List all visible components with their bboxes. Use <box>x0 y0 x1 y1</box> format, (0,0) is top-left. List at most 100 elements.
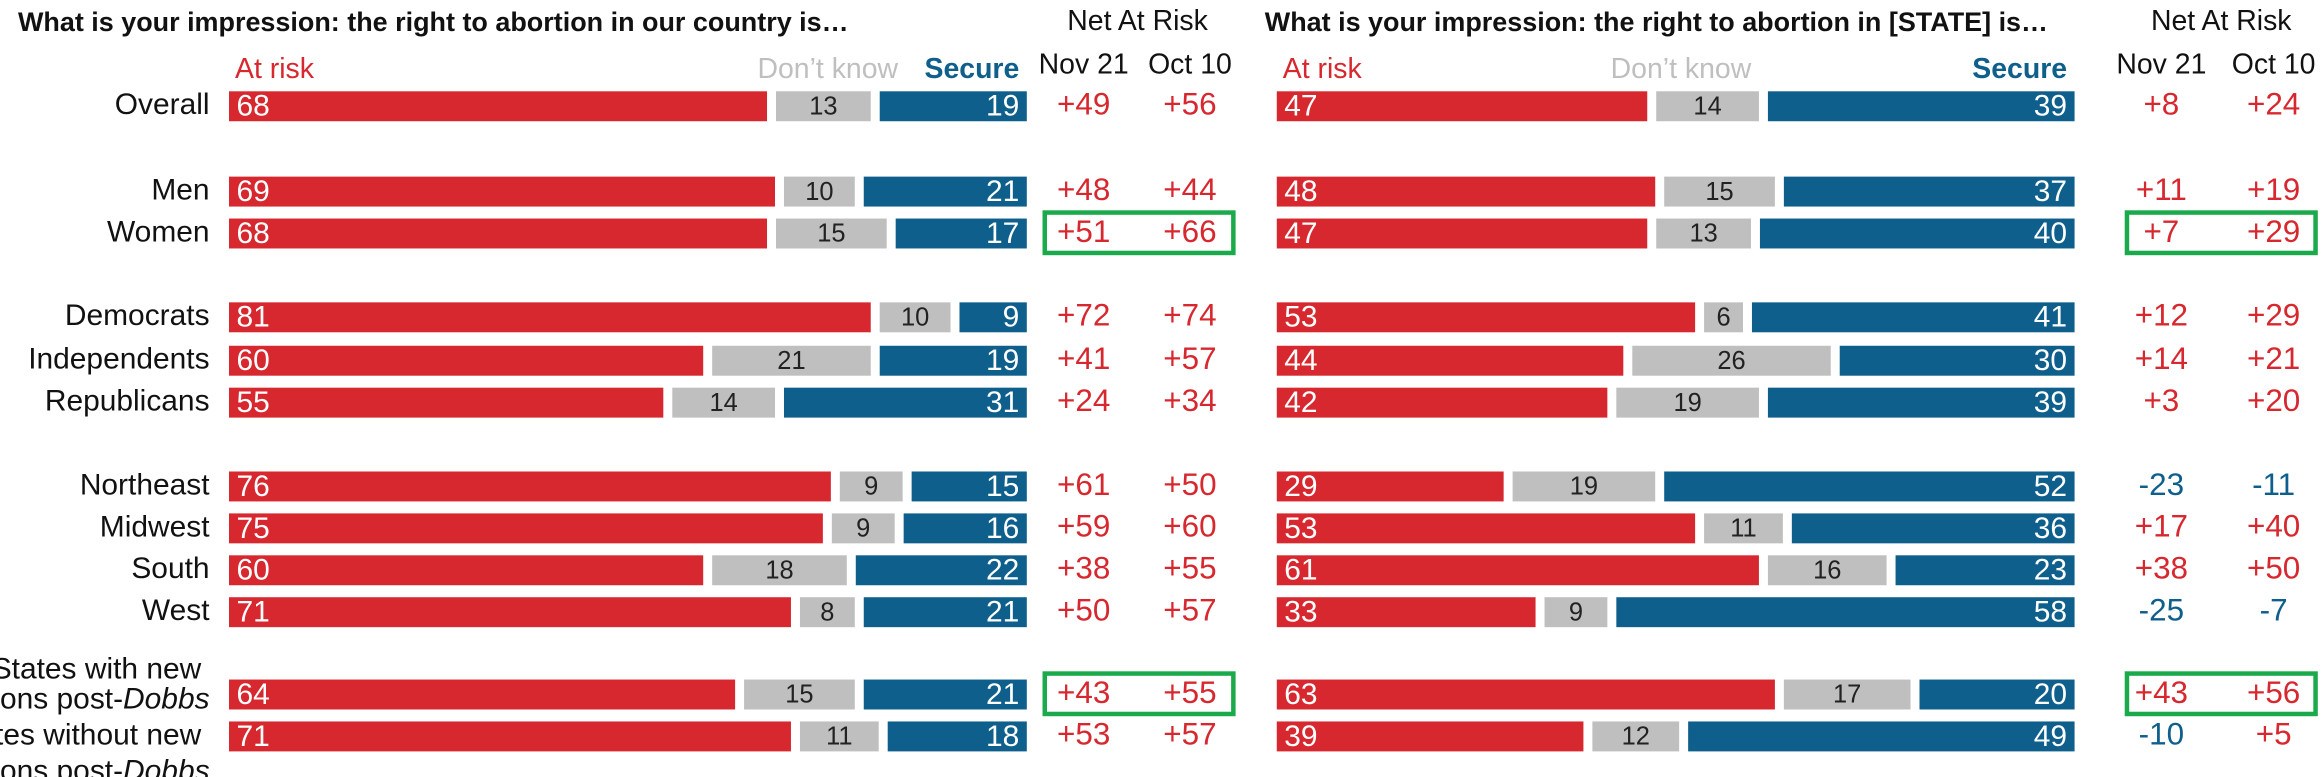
net-value: -10 <box>2139 717 2184 752</box>
value-label: 21 <box>986 175 1019 208</box>
value-label: 11 <box>826 723 852 751</box>
bar-segment <box>1632 345 1831 376</box>
net-value: +56 <box>2247 675 2300 710</box>
value-label: 12 <box>1622 723 1650 751</box>
net-column-header: Nov 21 <box>1039 48 1129 80</box>
bar-segment <box>1616 387 1759 418</box>
bar-segment <box>776 218 887 249</box>
value-label: 20 <box>2034 678 2067 711</box>
value-label: 14 <box>1693 92 1721 120</box>
bar-segment <box>1276 679 1775 710</box>
net-value: +66 <box>1163 214 1216 249</box>
value-label: 8 <box>820 598 834 626</box>
value-label: 60 <box>236 554 269 587</box>
net-value: +40 <box>2247 509 2300 544</box>
value-label: 21 <box>986 678 1019 711</box>
value-label: 16 <box>986 512 1019 545</box>
value-label: 18 <box>765 556 793 584</box>
net-title: Net At Risk <box>2151 5 2292 37</box>
bar-segment <box>1664 176 1775 207</box>
value-label: 17 <box>1833 681 1861 709</box>
bar-segment <box>1839 345 2075 376</box>
net-value: +38 <box>2135 551 2188 586</box>
net-value: +50 <box>1057 592 1110 627</box>
bar-segment <box>879 91 1027 122</box>
bar-segment <box>1276 302 1696 333</box>
bar-segment <box>1276 721 1584 752</box>
value-label: 60 <box>236 344 269 377</box>
value-label: 19 <box>986 344 1019 377</box>
net-value: +14 <box>2135 341 2188 376</box>
bar-segment <box>1895 555 2075 586</box>
bar-segment <box>1276 555 1759 586</box>
bar-segment <box>1656 218 1751 249</box>
bar-segment <box>1664 471 2075 502</box>
bar-segment <box>229 302 871 333</box>
bar-segment <box>229 218 768 249</box>
net-value: +29 <box>2247 298 2300 333</box>
bar-segment <box>1783 679 1911 710</box>
value-label: 69 <box>236 175 269 208</box>
chart-body: Overall Men Women Democrats Independents Repu… <box>0 5 2318 777</box>
value-label: 15 <box>986 470 1019 503</box>
bar-segment <box>1656 91 1759 122</box>
value-label: 68 <box>236 90 269 123</box>
value-label: 71 <box>236 596 269 629</box>
bar-segment <box>1276 176 1656 207</box>
net-value: +74 <box>1163 298 1216 333</box>
value-label: 48 <box>1284 175 1317 208</box>
bar-segment <box>672 387 775 418</box>
net-value: +43 <box>1057 675 1110 710</box>
value-label: 31 <box>986 386 1019 419</box>
legend-label: At risk <box>1283 53 1363 85</box>
value-label: 10 <box>901 304 929 332</box>
bar-segment <box>1276 218 1648 249</box>
legend-label: Don’t know <box>757 53 898 85</box>
bar-segment <box>229 91 768 122</box>
bar-segment <box>911 471 1027 502</box>
value-label: 15 <box>817 220 845 248</box>
value-label: 18 <box>986 720 1019 753</box>
value-label: 39 <box>1284 720 1317 753</box>
value-label: 13 <box>1689 220 1717 248</box>
legend-label: At risk <box>235 53 315 85</box>
bar-segment <box>229 721 791 752</box>
value-label: 15 <box>1705 178 1733 206</box>
value-label: 53 <box>1284 301 1317 334</box>
value-label: 16 <box>1813 556 1841 584</box>
bar-segment <box>799 721 879 752</box>
bar-segment <box>895 218 1027 249</box>
bar-segment <box>1759 218 2075 249</box>
bar-segment <box>1704 302 1743 333</box>
net-value: +53 <box>1057 717 1110 752</box>
category-label: West <box>142 594 210 627</box>
net-value: +48 <box>1057 172 1110 207</box>
net-value: -11 <box>2252 467 2295 502</box>
bar-segment <box>712 555 847 586</box>
bar-segment <box>776 91 871 122</box>
net-value: +55 <box>1163 551 1216 586</box>
net-value: +38 <box>1057 551 1110 586</box>
bar-segment <box>712 345 871 376</box>
net-value: -25 <box>2139 592 2184 627</box>
bar-segment <box>887 721 1027 752</box>
bar-segment <box>229 387 664 418</box>
value-label: 13 <box>809 92 837 120</box>
bar-segment <box>1767 91 2075 122</box>
value-label: 52 <box>2034 470 2067 503</box>
bar-segment <box>863 679 1027 710</box>
bar-segment <box>1688 721 2075 752</box>
net-value: +29 <box>2247 214 2300 249</box>
value-label: 55 <box>236 386 269 419</box>
bar-segment <box>1704 513 1783 544</box>
bar-segment <box>863 176 1027 207</box>
net-value: +60 <box>1163 509 1216 544</box>
net-value: +55 <box>1163 675 1216 710</box>
bar-segment <box>1276 387 1608 418</box>
bar-segment <box>1616 597 2075 628</box>
net-value: +5 <box>2256 717 2292 752</box>
bar-segment <box>229 513 823 544</box>
bar-segment <box>1512 471 1656 502</box>
value-label: 6 <box>1716 304 1730 332</box>
net-value: +50 <box>2247 551 2300 586</box>
